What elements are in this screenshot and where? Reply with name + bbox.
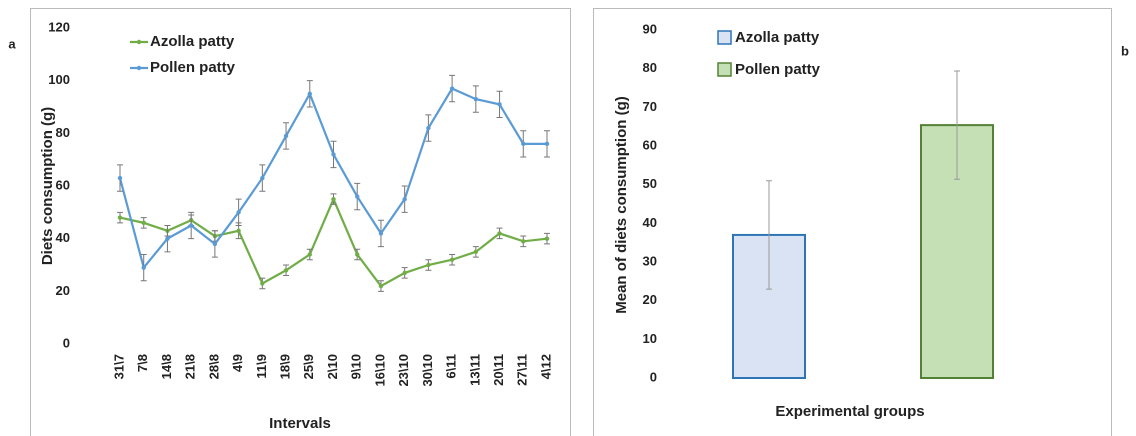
y-tick-label: 50: [643, 176, 657, 191]
point: [331, 152, 336, 157]
x-tick-label: 20\11: [491, 354, 506, 386]
point: [283, 133, 289, 139]
point: [473, 249, 479, 255]
x-axis-label: Experimental groups: [775, 403, 924, 420]
x-tick-label: 4\12: [538, 354, 553, 379]
point: [307, 252, 312, 257]
x-tick-label: 30\10: [420, 354, 435, 387]
point: [117, 175, 123, 181]
point: [307, 91, 312, 97]
point: [378, 283, 384, 289]
error-bar: [766, 180, 772, 290]
x-tick-label: 28\8: [206, 354, 221, 379]
x-tick-label: 31\7: [111, 354, 126, 379]
y-tick-label: 120: [48, 19, 70, 34]
panel-label: a: [8, 36, 16, 51]
point: [355, 194, 360, 199]
point: [402, 196, 407, 202]
x-tick-label: 13\11: [467, 354, 482, 386]
x-tick-label: 9\10: [349, 354, 364, 379]
y-tick-label: 40: [56, 230, 70, 245]
series-line: [119, 196, 548, 288]
point: [141, 265, 146, 270]
point: [497, 102, 502, 107]
point: [449, 86, 455, 91]
y-tick-label: 90: [643, 21, 657, 36]
x-axis-label: Intervals: [269, 415, 331, 432]
point: [378, 231, 384, 236]
point: [141, 220, 146, 226]
y-tick-label: 100: [48, 72, 70, 87]
error-bar: [954, 70, 960, 180]
point: [236, 228, 241, 233]
legend-label: Pollen patty: [150, 59, 236, 76]
x-tick-label: 27\11: [515, 354, 530, 386]
point: [165, 236, 170, 241]
point: [544, 236, 550, 241]
y-tick-label: 80: [56, 125, 70, 140]
x-tick-label: 14\8: [159, 354, 174, 379]
point: [260, 175, 265, 181]
legend-swatch: [717, 30, 732, 45]
point: [521, 141, 526, 147]
legend-marker: [136, 65, 142, 71]
y-tick-label: 0: [650, 369, 657, 384]
y-tick-label: 70: [643, 99, 657, 114]
y-tick-label: 20: [643, 292, 657, 307]
x-tick-label: 4\9: [230, 354, 245, 372]
point: [426, 125, 431, 131]
point: [402, 270, 407, 276]
point: [497, 231, 502, 236]
point: [117, 215, 123, 220]
x-tick-label: 23\10: [396, 354, 411, 387]
point: [236, 210, 241, 215]
point: [544, 141, 550, 147]
point: [188, 223, 194, 228]
point: [355, 252, 360, 257]
legend-label: Azolla patty: [150, 33, 235, 50]
panel-border: [30, 8, 571, 436]
y-axis-label: Mean of diets consumption (g): [613, 96, 630, 314]
point: [449, 257, 455, 262]
panel-label: b: [1121, 43, 1129, 58]
x-tick-label: 25\9: [301, 354, 316, 379]
legend-label: Pollen patty: [735, 61, 821, 78]
y-axis-label: Diets consumption (g): [39, 107, 56, 265]
point: [521, 239, 526, 244]
point: [260, 281, 265, 286]
legend-marker: [136, 39, 142, 45]
x-tick-label: 18\9: [277, 354, 292, 379]
panel-border: [593, 8, 1112, 436]
point: [426, 262, 431, 268]
y-tick-label: 10: [643, 331, 657, 346]
x-tick-label: 6\11: [444, 354, 459, 379]
y-tick-label: 30: [643, 253, 657, 268]
x-tick-label: 21\8: [183, 354, 198, 379]
y-tick-label: 60: [643, 137, 657, 152]
x-tick-label: 7\8: [135, 354, 150, 372]
legend-label: Azolla patty: [735, 29, 820, 46]
y-tick-label: 40: [643, 215, 657, 230]
y-tick-label: 80: [643, 60, 657, 75]
x-tick-label: 2\10: [325, 354, 340, 379]
x-tick-label: 11\9: [254, 354, 269, 379]
point: [283, 268, 289, 273]
y-tick-label: 60: [56, 177, 70, 192]
point: [212, 241, 218, 247]
x-tick-label: 16\10: [372, 354, 387, 387]
point: [473, 96, 479, 102]
point: [331, 196, 336, 202]
legend-swatch: [717, 62, 732, 77]
series-line: [118, 87, 547, 270]
y-tick-label: 20: [56, 283, 70, 298]
y-tick-label: 0: [63, 335, 70, 350]
